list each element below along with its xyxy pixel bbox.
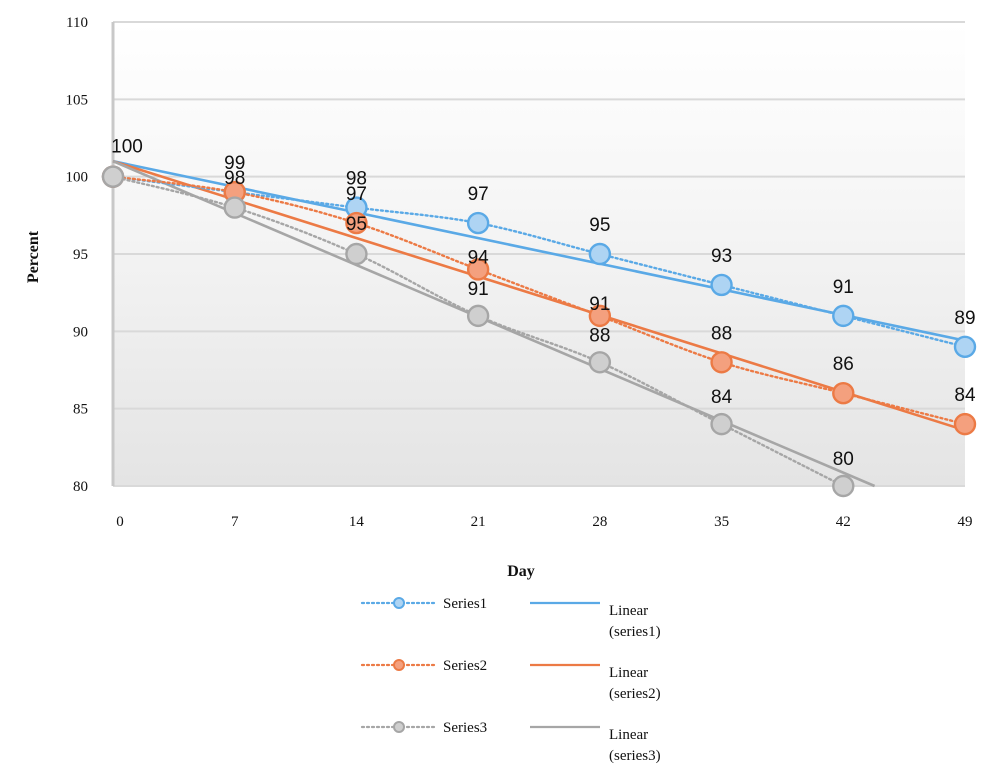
data-label: 88 [711,323,732,344]
data-label: 97 [346,184,367,205]
legend-series-marker [393,659,405,671]
legend-series-marker [393,597,405,609]
data-point [466,258,490,281]
data-label: 84 [954,385,976,406]
data-label: 93 [711,246,732,267]
x-tick-label: 35 [714,514,729,530]
data-point [710,351,733,374]
data-point [710,412,733,436]
data-point [953,412,977,436]
data-point [588,242,612,266]
y-tick-label: 90 [73,324,88,340]
data-point [466,304,490,328]
legend-series-marker [393,721,405,733]
data-point [588,304,612,328]
series [101,165,977,498]
x-tick-label: 7 [231,514,239,530]
data-label: 86 [833,354,854,375]
y-tick-label: 95 [73,247,88,263]
legend-trend-label: Linear [609,603,648,619]
data-point [223,196,246,219]
y-tick-label: 80 [73,479,88,495]
data-point [466,211,490,235]
data-label: 91 [589,294,610,315]
legend-trend-label: (series3) [609,748,661,764]
data-point [101,165,125,188]
x-tick-label: 21 [471,514,486,530]
legend-trend-label: Linear [609,727,648,743]
data-label: 84 [711,387,733,408]
series-line [111,175,967,426]
data-point [832,382,855,405]
data-label: 98 [224,168,245,189]
data-point [345,211,368,235]
x-tick-label: 0 [116,514,124,530]
data-label: 100 [111,137,143,158]
y-tick-label: 100 [66,170,89,186]
y-tick-label: 85 [73,402,88,418]
data-label: 97 [468,184,489,205]
data-label: 88 [589,325,610,346]
data-point [953,335,977,358]
data-label: 91 [468,279,489,300]
data-label: 95 [346,214,367,235]
y-tick-label: 105 [66,92,89,108]
x-tick-label: 42 [836,514,851,530]
data-point [832,474,855,498]
data-label: 89 [954,308,975,329]
data-label: 80 [833,449,854,470]
data-label: 98 [346,169,367,190]
legend-series-label: Series3 [443,720,487,736]
legend-series-label: Series1 [443,596,487,612]
data-point [588,351,612,374]
data-point [345,242,368,266]
legend-trend-label: (series1) [609,624,661,640]
legend-trend-label: Linear [609,665,648,681]
data-label: 94 [468,247,490,268]
trendline [112,159,966,432]
x-tick-labels: 0 7 14 21 28 35 42 49 [116,514,972,530]
legend-series-label: Series2 [443,658,487,674]
gridlines [113,21,965,487]
data-point [710,273,733,297]
data-label: 99 [224,153,245,174]
legend: Series1 Series2 Series3 Linear (series1) Line… [360,596,661,764]
x-tick-label: 49 [958,514,973,530]
data-labels: 1009998979593918998979491888684959188848… [111,137,976,470]
y-tick-labels: 80 85 90 95 100 105 110 [66,15,89,495]
legend-trend-label: (series2) [609,686,661,702]
data-point [832,304,855,328]
x-tick-label: 14 [349,514,365,530]
data-label: 95 [589,215,610,236]
x-axis-title: Day [507,563,535,580]
data-label: 91 [833,277,854,298]
y-tick-label: 110 [66,15,88,31]
x-tick-label: 28 [592,514,607,530]
y-axis-title: Percent [25,230,42,283]
